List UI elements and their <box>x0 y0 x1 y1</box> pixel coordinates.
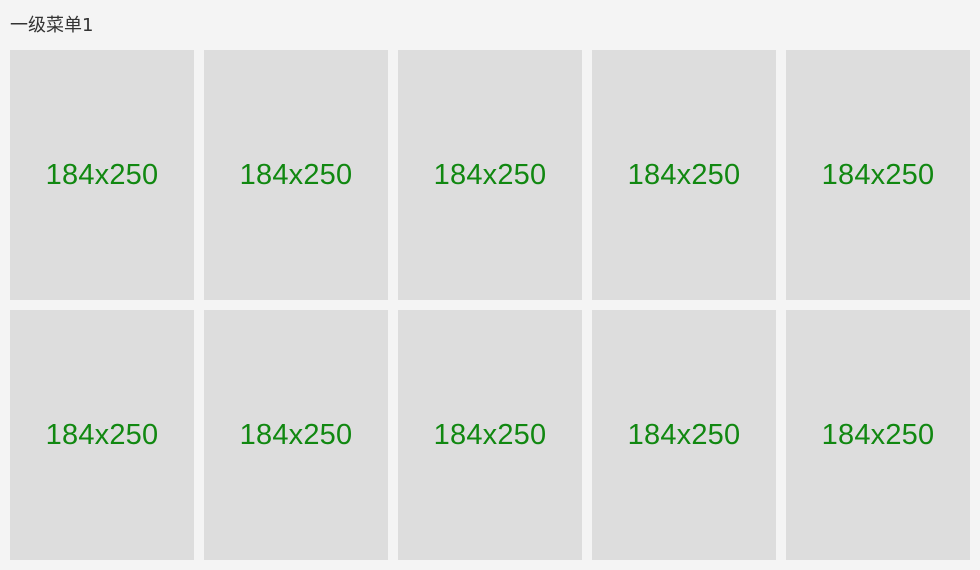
grid-item-label: 184x250 <box>821 158 935 191</box>
grid-item-10[interactable]: 184x250 <box>786 310 970 560</box>
grid-item-1[interactable]: 184x250 <box>10 50 194 300</box>
grid-item-label: 184x250 <box>45 418 159 451</box>
grid-item-4[interactable]: 184x250 <box>592 50 776 300</box>
menu-title: 一级菜单1 <box>10 15 94 36</box>
grid-item-label: 184x250 <box>45 158 159 191</box>
grid-item-label: 184x250 <box>433 418 547 451</box>
grid-item-3[interactable]: 184x250 <box>398 50 582 300</box>
grid-item-9[interactable]: 184x250 <box>592 310 776 560</box>
grid-item-5[interactable]: 184x250 <box>786 50 970 300</box>
grid-item-label: 184x250 <box>433 158 547 191</box>
grid-item-label: 184x250 <box>239 418 353 451</box>
grid-item-label: 184x250 <box>627 158 741 191</box>
grid-item-7[interactable]: 184x250 <box>204 310 388 560</box>
grid-item-2[interactable]: 184x250 <box>204 50 388 300</box>
grid-item-label: 184x250 <box>627 418 741 451</box>
image-grid: 184x250 184x250 184x250 184x250 184x250 … <box>10 50 970 560</box>
grid-item-label: 184x250 <box>821 418 935 451</box>
grid-item-label: 184x250 <box>239 158 353 191</box>
grid-item-8[interactable]: 184x250 <box>398 310 582 560</box>
grid-item-6[interactable]: 184x250 <box>10 310 194 560</box>
